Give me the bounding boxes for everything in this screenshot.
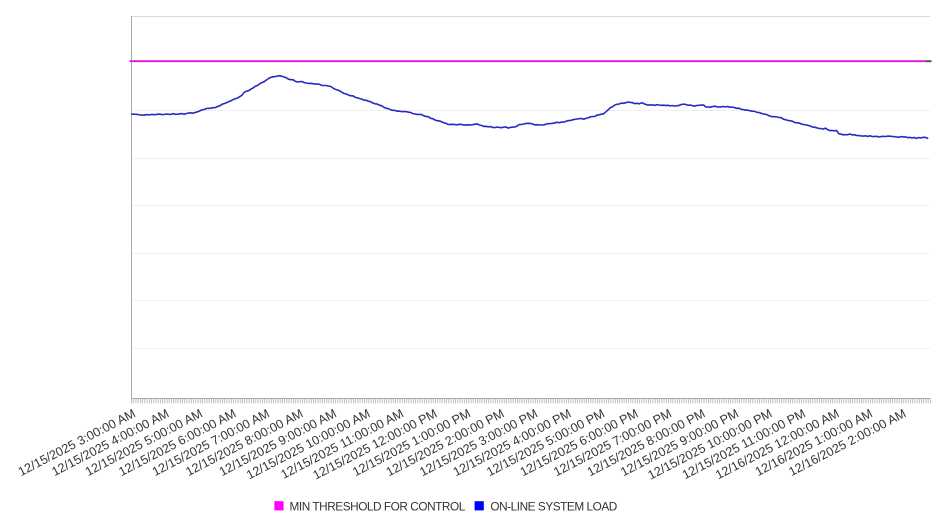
svg-text:MIN THRESHOLD FOR CONTROL: MIN THRESHOLD FOR CONTROL bbox=[290, 500, 466, 514]
svg-text:ON-LINE SYSTEM LOAD: ON-LINE SYSTEM LOAD bbox=[490, 500, 617, 514]
